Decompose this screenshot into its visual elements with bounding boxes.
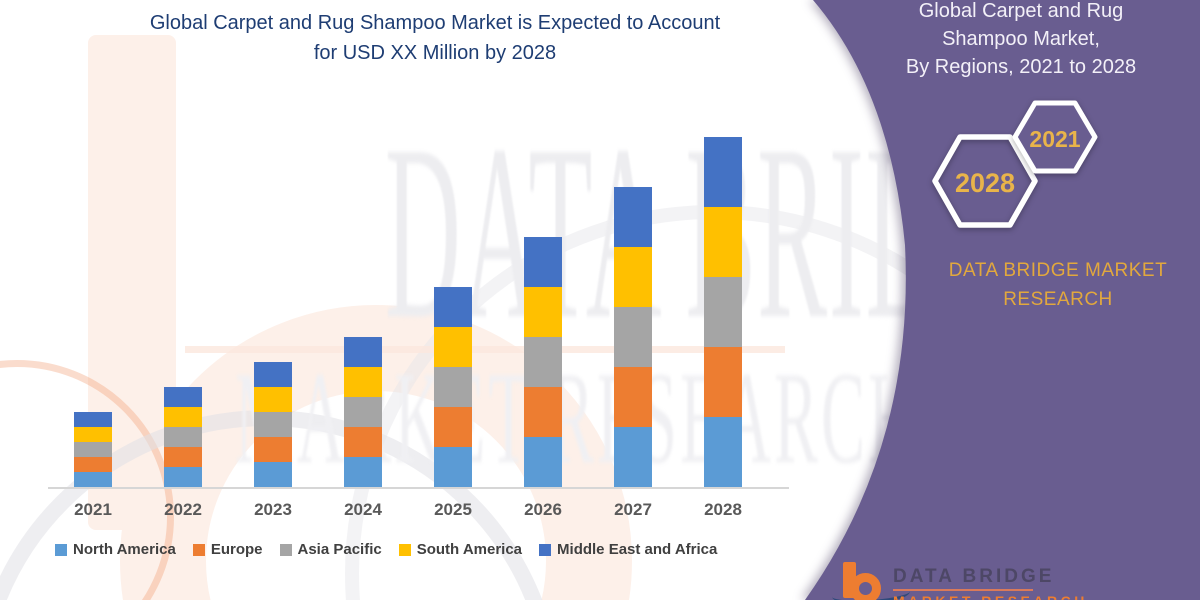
bar-segment-2028-europe	[704, 347, 742, 417]
bar-2021	[74, 412, 112, 487]
bar-segment-2025-middle-east-and-africa	[434, 287, 472, 327]
panel-title: Global Carpet and Rug Shampoo Market, By…	[855, 0, 1187, 81]
legend-item-north-america: North America	[55, 541, 176, 558]
bar-segment-2024-asia-pacific	[344, 397, 382, 427]
chart-title-line1: Global Carpet and Rug Shampoo Market is …	[149, 12, 721, 34]
axis-label-2025: 2025	[434, 500, 472, 519]
bar-segment-2021-asia-pacific	[74, 442, 112, 457]
hexagon-2021-icon	[1012, 100, 1098, 174]
bar-segment-2028-south-america	[704, 207, 742, 277]
legend-item-south-america: South America	[398, 541, 523, 558]
bar-segment-2028-asia-pacific	[704, 277, 742, 347]
bar-2025	[434, 287, 472, 487]
bar-segment-2023-north-america	[254, 462, 292, 487]
bar-segment-2025-north-america	[434, 447, 472, 487]
logo-text-top: DATA BRIDGE	[893, 566, 1055, 587]
legend-label: North America	[73, 541, 176, 558]
bar-segment-2023-south-america	[254, 387, 292, 412]
hexagon-2028-icon	[932, 134, 1038, 228]
x-axis-line	[48, 487, 789, 489]
bar-segment-2024-north-america	[344, 457, 382, 487]
bar-segment-2028-north-america	[704, 417, 742, 487]
bar-segment-2022-asia-pacific	[164, 427, 202, 447]
bar-segment-2022-north-america	[164, 467, 202, 487]
bar-segment-2023-asia-pacific	[254, 412, 292, 437]
bar-segment-2025-europe	[434, 407, 472, 447]
bar-segment-2021-europe	[74, 457, 112, 472]
bar-2028	[704, 137, 742, 487]
legend-label: South America	[416, 541, 523, 558]
legend-swatch-icon	[279, 543, 292, 556]
bar-segment-2026-south-america	[524, 287, 562, 337]
panel-title-line1: Global Carpet and Rug	[918, 0, 1124, 22]
axis-label-2028: 2028	[704, 500, 742, 519]
bar-segment-2023-europe	[254, 437, 292, 462]
bar-segment-2026-north-america	[524, 437, 562, 487]
bar-segment-2021-north-america	[74, 472, 112, 487]
bar-segment-2027-south-america	[614, 247, 652, 307]
legend-label: Europe	[210, 541, 263, 558]
axis-label-2022: 2022	[164, 500, 202, 519]
brand-name-line1: DATA BRIDGE MARKET	[948, 260, 1168, 281]
legend-swatch-icon	[192, 543, 205, 556]
bar-segment-2027-middle-east-and-africa	[614, 187, 652, 247]
bar-segment-2022-middle-east-and-africa	[164, 387, 202, 407]
hexagon-year-2021: 2021	[1029, 126, 1081, 152]
bar-2027	[614, 187, 652, 487]
panel-title-line3: By Regions, 2021 to 2028	[905, 56, 1137, 78]
legend-item-europe: Europe	[192, 541, 263, 558]
legend-item-asia-pacific: Asia Pacific	[279, 541, 382, 558]
bar-segment-2026-asia-pacific	[524, 337, 562, 387]
bar-segment-2027-north-america	[614, 427, 652, 487]
bar-segment-2026-europe	[524, 387, 562, 437]
bar-segment-2024-middle-east-and-africa	[344, 337, 382, 367]
brand-name-line2: RESEARCH	[1003, 289, 1113, 310]
bar-segment-2028-middle-east-and-africa	[704, 137, 742, 207]
chart-title: Global Carpet and Rug Shampoo Market is …	[55, 8, 815, 68]
legend-swatch-icon	[398, 543, 411, 556]
bar-segment-2025-south-america	[434, 327, 472, 367]
bar-segment-2022-europe	[164, 447, 202, 467]
bar-segment-2026-middle-east-and-africa	[524, 237, 562, 287]
legend-swatch-icon	[539, 543, 552, 556]
axis-label-2023: 2023	[254, 500, 292, 519]
bar-segment-2021-middle-east-and-africa	[74, 412, 112, 427]
data-bridge-logo: DATA BRIDGE MARKET RESEARCH	[830, 556, 1090, 600]
bar-segment-2021-south-america	[74, 427, 112, 442]
chart-title-line2: for USD XX Million by 2028	[313, 42, 557, 64]
logo-b-bowl-icon	[850, 573, 881, 600]
panel-title-line2: Shampoo Market,	[942, 28, 1100, 50]
bar-segment-2027-asia-pacific	[614, 307, 652, 367]
axis-label-2027: 2027	[614, 500, 652, 519]
bar-segment-2024-europe	[344, 427, 382, 457]
bar-segment-2024-south-america	[344, 367, 382, 397]
axis-label-2024: 2024	[344, 500, 382, 519]
logo-text-bottom: MARKET RESEARCH	[893, 593, 1088, 600]
brand-name: DATA BRIDGE MARKET RESEARCH	[930, 256, 1186, 314]
bar-2022	[164, 387, 202, 487]
bar-segment-2027-europe	[614, 367, 652, 427]
bar-2026	[524, 237, 562, 487]
legend-swatch-icon	[55, 543, 67, 556]
bar-segment-2022-south-america	[164, 407, 202, 427]
bar-2023	[254, 362, 292, 487]
legend-item-middle-east-and-africa: Middle East and Africa	[539, 541, 717, 558]
side-panel-background	[805, 0, 1200, 600]
hexagon-year-2028: 2028	[954, 168, 1016, 198]
bar-2024	[344, 337, 382, 487]
axis-label-2021: 2021	[74, 500, 112, 519]
legend-label: Middle East and Africa	[557, 541, 718, 558]
logo-divider	[893, 589, 1033, 591]
axis-label-2026: 2026	[524, 500, 562, 519]
bar-segment-2025-asia-pacific	[434, 367, 472, 407]
legend-label: Asia Pacific	[297, 541, 382, 558]
chart-legend: North America Europe Asia Pacific South Ame…	[55, 541, 717, 558]
bar-segment-2023-middle-east-and-africa	[254, 362, 292, 387]
